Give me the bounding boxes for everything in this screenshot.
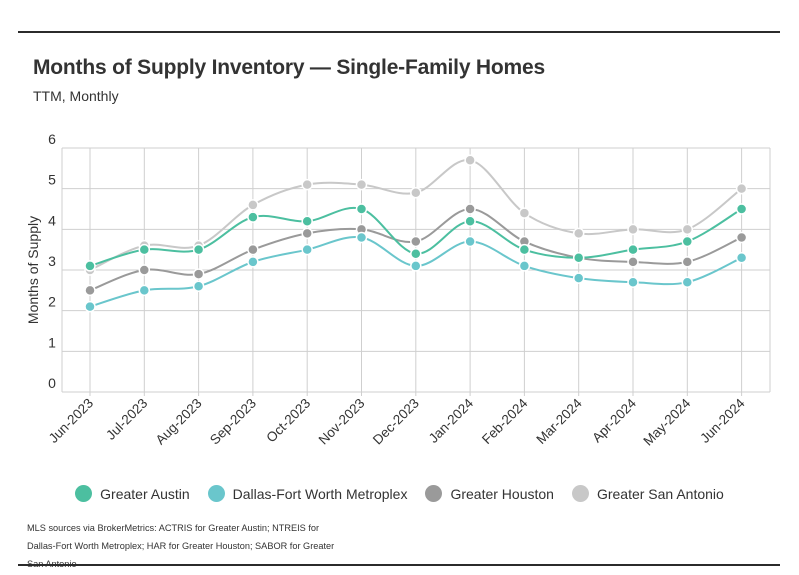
data-point bbox=[464, 154, 476, 166]
chart-legend: Greater Austin Dallas-Fort Worth Metrople… bbox=[0, 485, 799, 502]
data-point bbox=[138, 243, 151, 256]
data-point bbox=[247, 199, 259, 211]
legend-label: Dallas-Fort Worth Metroplex bbox=[232, 485, 408, 502]
chart-subtitle: TTM, Monthly bbox=[33, 88, 119, 104]
top-rule bbox=[18, 31, 780, 33]
data-point bbox=[735, 231, 748, 244]
y-tick-label: 2 bbox=[48, 294, 56, 310]
data-point bbox=[84, 284, 96, 297]
x-tick-label: Nov-2023 bbox=[316, 396, 368, 448]
legend-label: Greater Houston bbox=[450, 485, 554, 502]
x-tick-label: Jun-2023 bbox=[46, 396, 96, 446]
data-point bbox=[735, 182, 748, 195]
legend-item: Greater Houston bbox=[425, 485, 554, 502]
x-tick-label: Jan-2024 bbox=[426, 395, 477, 446]
data-point bbox=[464, 235, 476, 248]
data-point bbox=[192, 243, 205, 256]
y-tick-label: 4 bbox=[48, 212, 56, 228]
data-point bbox=[464, 203, 476, 215]
data-point bbox=[301, 215, 313, 227]
x-tick-label: Mar-2024 bbox=[533, 395, 585, 447]
y-tick-label: 0 bbox=[48, 375, 56, 391]
x-tick-label: Sep-2023 bbox=[207, 396, 259, 448]
legend-item: Greater Austin bbox=[75, 485, 190, 502]
legend-swatch-icon bbox=[571, 485, 589, 502]
x-tick-label: Dec-2023 bbox=[370, 396, 422, 448]
data-point bbox=[192, 280, 205, 293]
x-tick-label: Oct-2023 bbox=[263, 396, 313, 446]
data-point bbox=[301, 227, 313, 240]
legend-label: Greater Austin bbox=[100, 485, 190, 502]
data-point bbox=[138, 264, 151, 276]
data-point bbox=[735, 203, 748, 215]
data-point bbox=[681, 256, 694, 268]
x-tick-label: Jul-2023 bbox=[103, 396, 150, 443]
data-point bbox=[572, 227, 585, 240]
bottom-rule bbox=[18, 564, 780, 566]
data-point bbox=[247, 211, 259, 223]
data-point bbox=[410, 186, 422, 199]
data-point bbox=[301, 243, 313, 256]
legend-label: Greater San Antonio bbox=[596, 485, 724, 502]
data-point bbox=[410, 260, 422, 272]
data-point bbox=[681, 223, 694, 236]
line-chart: 0 1 2 3 4 5 6 Jun-2023 Jul-2023 Aug-2023 Sep-2023 O… bbox=[25, 131, 771, 449]
x-tick-label: Aug-2023 bbox=[153, 396, 205, 448]
data-point bbox=[627, 223, 639, 236]
data-point bbox=[410, 235, 422, 248]
data-point bbox=[301, 178, 313, 191]
x-tick-label: Jun-2024 bbox=[697, 395, 748, 446]
data-point bbox=[247, 256, 259, 268]
data-point bbox=[355, 231, 368, 244]
y-tick-label: 1 bbox=[48, 334, 56, 350]
data-point bbox=[84, 300, 96, 313]
data-point bbox=[735, 252, 748, 264]
legend-swatch-icon bbox=[207, 485, 225, 502]
data-point bbox=[627, 276, 639, 288]
data-point bbox=[627, 256, 639, 268]
data-point bbox=[627, 243, 639, 256]
data-point bbox=[192, 268, 205, 280]
y-axis-label: Months of Supply bbox=[25, 216, 41, 324]
data-point bbox=[410, 247, 422, 260]
data-point bbox=[572, 272, 585, 284]
data-point bbox=[681, 276, 694, 288]
y-tick-label: 5 bbox=[48, 172, 56, 188]
data-point bbox=[247, 243, 259, 256]
legend-item: Greater San Antonio bbox=[571, 485, 724, 502]
data-point bbox=[518, 207, 531, 219]
x-tick-label: Feb-2024 bbox=[479, 395, 531, 447]
y-tick-label: 6 bbox=[48, 131, 56, 147]
data-point bbox=[572, 252, 585, 264]
data-point bbox=[355, 178, 368, 191]
data-point bbox=[138, 284, 151, 297]
data-point bbox=[681, 235, 694, 248]
data-point bbox=[518, 260, 531, 272]
data-point bbox=[518, 243, 531, 256]
x-tick-label: May-2024 bbox=[640, 395, 693, 448]
data-point bbox=[84, 260, 96, 272]
legend-swatch-icon bbox=[75, 485, 93, 502]
x-tick-label: Apr-2024 bbox=[589, 395, 639, 445]
y-tick-label: 3 bbox=[48, 253, 56, 269]
data-point bbox=[464, 215, 476, 227]
legend-item: Dallas-Fort Worth Metroplex bbox=[207, 485, 408, 502]
legend-swatch-icon bbox=[425, 485, 443, 502]
chart-title: Months of Supply Inventory — Single-Fami… bbox=[33, 56, 545, 79]
data-point bbox=[355, 203, 368, 215]
